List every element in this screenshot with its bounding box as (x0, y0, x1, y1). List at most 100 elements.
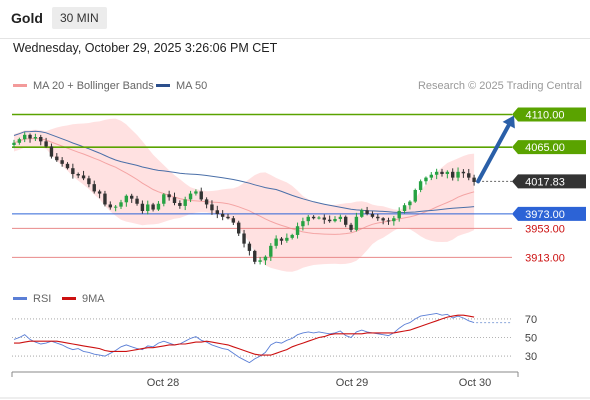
candle-body (344, 217, 347, 225)
candle-body (109, 204, 112, 207)
candle-body (258, 260, 261, 261)
candle-body (189, 194, 192, 200)
candle-body (60, 160, 63, 164)
candle-body (430, 175, 433, 178)
candle-body (125, 196, 128, 203)
candle-body (93, 184, 96, 191)
candle-body (296, 226, 299, 235)
candle-body (451, 172, 454, 178)
candle-body (237, 223, 240, 234)
candle-body (365, 210, 368, 214)
candle-body (200, 191, 203, 199)
candle-body (472, 178, 475, 182)
candle-body (312, 217, 315, 218)
candle-body (467, 173, 470, 177)
candle-body (398, 211, 401, 218)
candle-body (119, 202, 122, 206)
level-label: 3973.00 (525, 209, 565, 221)
candle-body (274, 239, 277, 246)
candle-body (98, 191, 101, 193)
candle-body (12, 143, 15, 145)
candle-body (360, 210, 363, 217)
candle-body (408, 202, 411, 206)
rsi-tick-label: 30 (525, 351, 537, 363)
candle-body (242, 233, 245, 243)
candle-body (376, 217, 379, 218)
candle-body (103, 194, 106, 205)
candle-body (328, 220, 331, 221)
candle-body (253, 251, 256, 262)
candle-body (291, 235, 294, 238)
candle-body (28, 135, 31, 139)
candle-body (424, 178, 427, 182)
candle-body (317, 218, 320, 219)
candle-body (392, 218, 395, 221)
candle-body (87, 178, 90, 184)
candle-body (173, 197, 176, 203)
rsi-line (14, 313, 474, 362)
candle-body (462, 172, 465, 173)
time-tick-label: Oct 28 (147, 377, 179, 389)
candle-body (135, 199, 138, 204)
candle-body (456, 172, 459, 178)
candle-body (435, 172, 438, 175)
candle-body (414, 190, 417, 202)
level-label: 3953.00 (525, 223, 565, 235)
candle-body (82, 175, 85, 178)
candle-body (210, 204, 213, 210)
candle-body (280, 239, 283, 241)
candle-body (162, 194, 165, 203)
candle-body (157, 204, 160, 210)
time-tick-label: Oct 30 (459, 377, 491, 389)
candle-body (387, 220, 390, 221)
candle-body (50, 146, 53, 156)
candle-body (184, 199, 187, 206)
projection-arrow (478, 125, 509, 181)
candle-body (403, 205, 406, 211)
level-label: 3913.00 (525, 252, 565, 264)
candle-body (264, 257, 267, 261)
candle-body (130, 196, 133, 199)
candle-body (23, 135, 26, 139)
level-label: 4017.83 (525, 176, 565, 188)
candle-body (371, 214, 374, 217)
level-label: 4065.00 (525, 142, 565, 154)
candle-body (194, 191, 197, 193)
candle-body (39, 137, 42, 141)
candle-body (205, 199, 208, 204)
candle-body (349, 225, 352, 230)
candle-body (66, 164, 69, 168)
candle-body (285, 238, 288, 241)
time-tick-label: Oct 29 (336, 377, 368, 389)
candle-body (34, 137, 37, 138)
candle-body (141, 204, 144, 211)
candle-body (221, 214, 224, 217)
candle-body (419, 181, 422, 190)
candle-body (269, 246, 272, 257)
candle-body (301, 221, 304, 226)
candle-body (114, 207, 117, 208)
candle-body (339, 217, 342, 219)
candle-body (355, 217, 358, 230)
ma9-line (14, 315, 474, 355)
candle-body (167, 194, 170, 197)
candle-body (18, 139, 21, 143)
candle-body (55, 157, 58, 161)
rsi-tick-label: 50 (525, 333, 537, 345)
candle-body (381, 218, 384, 220)
candle-body (178, 203, 181, 206)
bollinger-band (14, 119, 474, 272)
candle-body (248, 244, 251, 251)
candle-body (307, 217, 310, 221)
candle-body (440, 172, 443, 174)
rsi-tick-label: 70 (525, 314, 537, 326)
candle-body (232, 218, 235, 222)
candle-body (77, 174, 80, 175)
candle-body (44, 141, 47, 146)
candle-body (71, 168, 74, 174)
candle-body (446, 172, 449, 174)
candle-body (216, 210, 219, 214)
candle-body (323, 218, 326, 220)
candle-body (226, 217, 229, 218)
